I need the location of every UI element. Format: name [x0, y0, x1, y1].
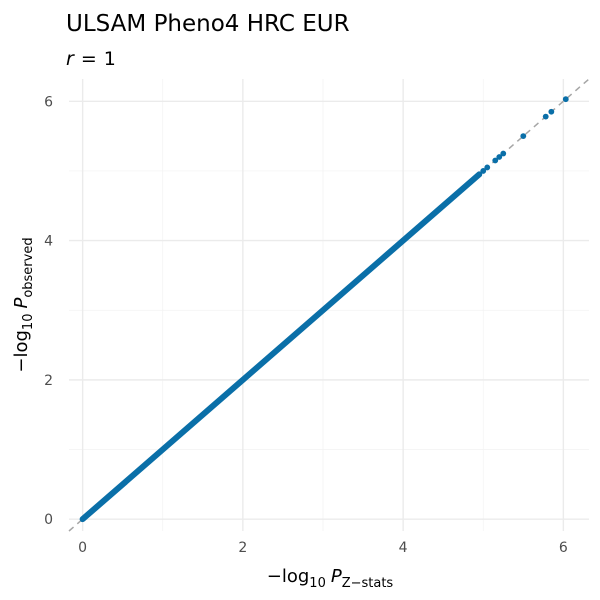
x-tick-labels: 0 2 4 6	[78, 540, 568, 556]
subtitle-value: 1	[104, 48, 116, 70]
x-label-var-sub: Z−stats	[342, 576, 394, 591]
x-tick-label: 4	[399, 540, 408, 556]
y-axis-label-group: −log10 Pobserved	[11, 237, 36, 372]
data-point	[480, 168, 487, 174]
y-label-prefix: −log	[11, 330, 32, 373]
data-point	[542, 113, 549, 120]
chart-subtitle: r = 1	[66, 48, 116, 70]
data-points	[480, 96, 569, 174]
x-label-var: P	[331, 566, 342, 587]
data-point	[548, 108, 555, 115]
y-tick-label: 2	[44, 373, 53, 389]
x-tick-label: 6	[559, 540, 568, 556]
grid	[69, 79, 589, 531]
data-point	[496, 154, 503, 160]
x-axis-label: −log10 PZ−stats	[267, 566, 394, 591]
y-label-var: P	[11, 298, 32, 309]
dense-point-band	[79, 171, 483, 523]
chart-title: ULSAM Pheno4 HRC EUR	[66, 11, 350, 37]
y-label-var-sub: observed	[21, 237, 36, 297]
subtitle-var: r	[66, 48, 75, 70]
data-point	[484, 164, 491, 171]
data-point	[500, 150, 507, 157]
data-point	[562, 96, 569, 103]
y-tick-label: 6	[44, 94, 53, 110]
y-axis-label: −log10 Pobserved	[11, 237, 36, 372]
data-point	[520, 133, 527, 140]
x-tick-label: 2	[238, 540, 247, 556]
x-label-prefix: −log	[267, 566, 310, 587]
y-tick-labels: 0 2 4 6	[44, 94, 53, 528]
data-point	[492, 157, 499, 164]
y-tick-label: 0	[44, 512, 53, 528]
x-label-sub: 10	[309, 576, 326, 591]
y-label-sub: 10	[21, 314, 36, 331]
x-tick-label: 0	[78, 540, 87, 556]
subtitle-op: =	[81, 48, 97, 70]
y-tick-label: 4	[44, 234, 53, 250]
